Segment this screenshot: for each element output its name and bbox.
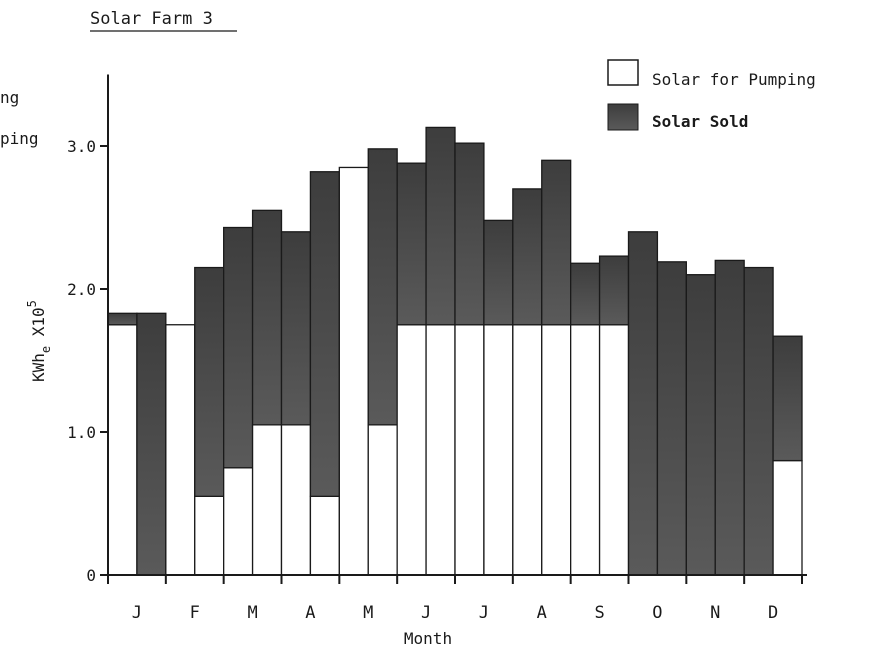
x-tick-label: M [363,603,373,623]
bar-group [483,219,514,576]
x-tick-label: A [537,603,547,623]
bar-pumping-segment [280,424,312,576]
bar-group [367,148,398,576]
bar-sold-segment [251,209,283,426]
bar-sold-segment [280,231,312,426]
bars-layer [107,126,803,576]
bar-pumping-segment [165,324,196,576]
legend-swatch-pumping [607,59,639,86]
bar-pumping-segment [338,166,369,576]
chart-title: Solar Farm 3 [90,9,213,29]
bar-sold-segment [454,142,485,326]
bar-pumping-segment [107,324,138,576]
bar-group [107,312,138,576]
bar-sold-segment [743,266,774,576]
bar-group [338,166,369,576]
y-tick-label: 0 [86,566,96,585]
y-tick-label: 3.0 [67,137,96,156]
legend-swatch-sold [607,103,639,131]
bar-pumping-segment [251,424,283,576]
x-tick-label: J [421,603,431,623]
bar-pumping-segment [194,495,225,576]
x-tick-label: J [479,603,489,623]
bar-sold-segment [425,126,456,326]
bar-group [541,159,572,576]
bar-sold-segment [570,262,601,326]
bar-group [280,231,312,576]
bar-group [570,262,601,576]
bar-group [714,259,745,576]
bar-pumping-segment [772,459,803,576]
bar-group [656,261,687,576]
bar-group [743,266,774,576]
bar-sold-segment [223,226,254,469]
partial-legend-fragment-1: ng [0,88,19,107]
partial-legend-fragment-2: ping [0,129,39,148]
y-tick-label: 1.0 [67,423,96,442]
bar-pumping-segment [309,495,340,576]
bar-pumping-segment [454,324,485,576]
bar-pumping-segment [223,467,254,576]
bar-group [772,335,803,576]
bar-group [136,312,167,576]
x-tick-label: N [710,603,720,623]
bar-pumping-segment [367,424,398,576]
bar-group [627,231,659,576]
bar-pumping-segment [598,324,630,576]
y-tick-label: 2.0 [67,280,96,299]
bar-sold-segment [627,231,659,576]
y-axis-label-subscript: e [39,346,53,353]
bar-sold-segment [541,159,572,326]
bar-sold-segment [367,148,398,426]
bar-sold-segment [714,259,745,576]
x-axis-label: Month [404,629,452,648]
x-tick-label: A [305,603,315,623]
bar-group [251,209,283,576]
bar-pumping-segment [425,324,456,576]
bar-group [396,162,427,576]
bar-sold-segment [194,266,225,497]
bar-sold-segment [656,261,687,576]
bar-pumping-segment [483,324,514,576]
legend-label-pumping: Solar for Pumping [652,70,816,89]
legend: Solar for Pumping Solar Sold [607,59,816,131]
x-tick-label: M [247,603,257,623]
bar-group [598,255,630,576]
bar-pumping-segment [396,324,427,576]
y-axis-label-main: KWh [29,353,48,382]
bar-sold-segment [512,188,543,326]
bar-sold-segment [483,219,514,326]
bar-sold-segment [136,312,167,576]
axes-layer: 0 1.0 2.0 3.0 J F M A M J J A S O N D [67,74,807,623]
bar-group [454,142,485,576]
bar-sold-segment [396,162,427,326]
x-tick-label: O [652,603,662,623]
bar-sold-segment [598,255,630,326]
bar-group [685,274,716,576]
bar-pumping-segment [512,324,543,576]
bar-group [165,324,196,576]
y-axis-label-superscript: 5 [25,300,39,307]
bar-sold-segment [685,274,716,576]
x-tick-label: J [132,603,142,623]
bar-sold-segment [107,312,138,326]
bar-group [425,126,456,576]
bar-pumping-segment [570,324,601,576]
bar-group [223,226,254,576]
bar-sold-segment [772,335,803,462]
bar-sold-segment [309,171,340,497]
x-tick-label: D [768,603,778,623]
y-axis-label-suffix: X10 [29,307,48,346]
bar-pumping-segment [541,324,572,576]
legend-label-sold: Solar Sold [652,112,748,131]
y-axis-label: KWhe X105 [25,300,53,382]
bar-group [512,188,543,576]
x-tick-label: F [190,603,200,623]
x-tick-label: S [594,603,604,623]
bar-group [309,171,340,576]
bar-group [194,266,225,576]
